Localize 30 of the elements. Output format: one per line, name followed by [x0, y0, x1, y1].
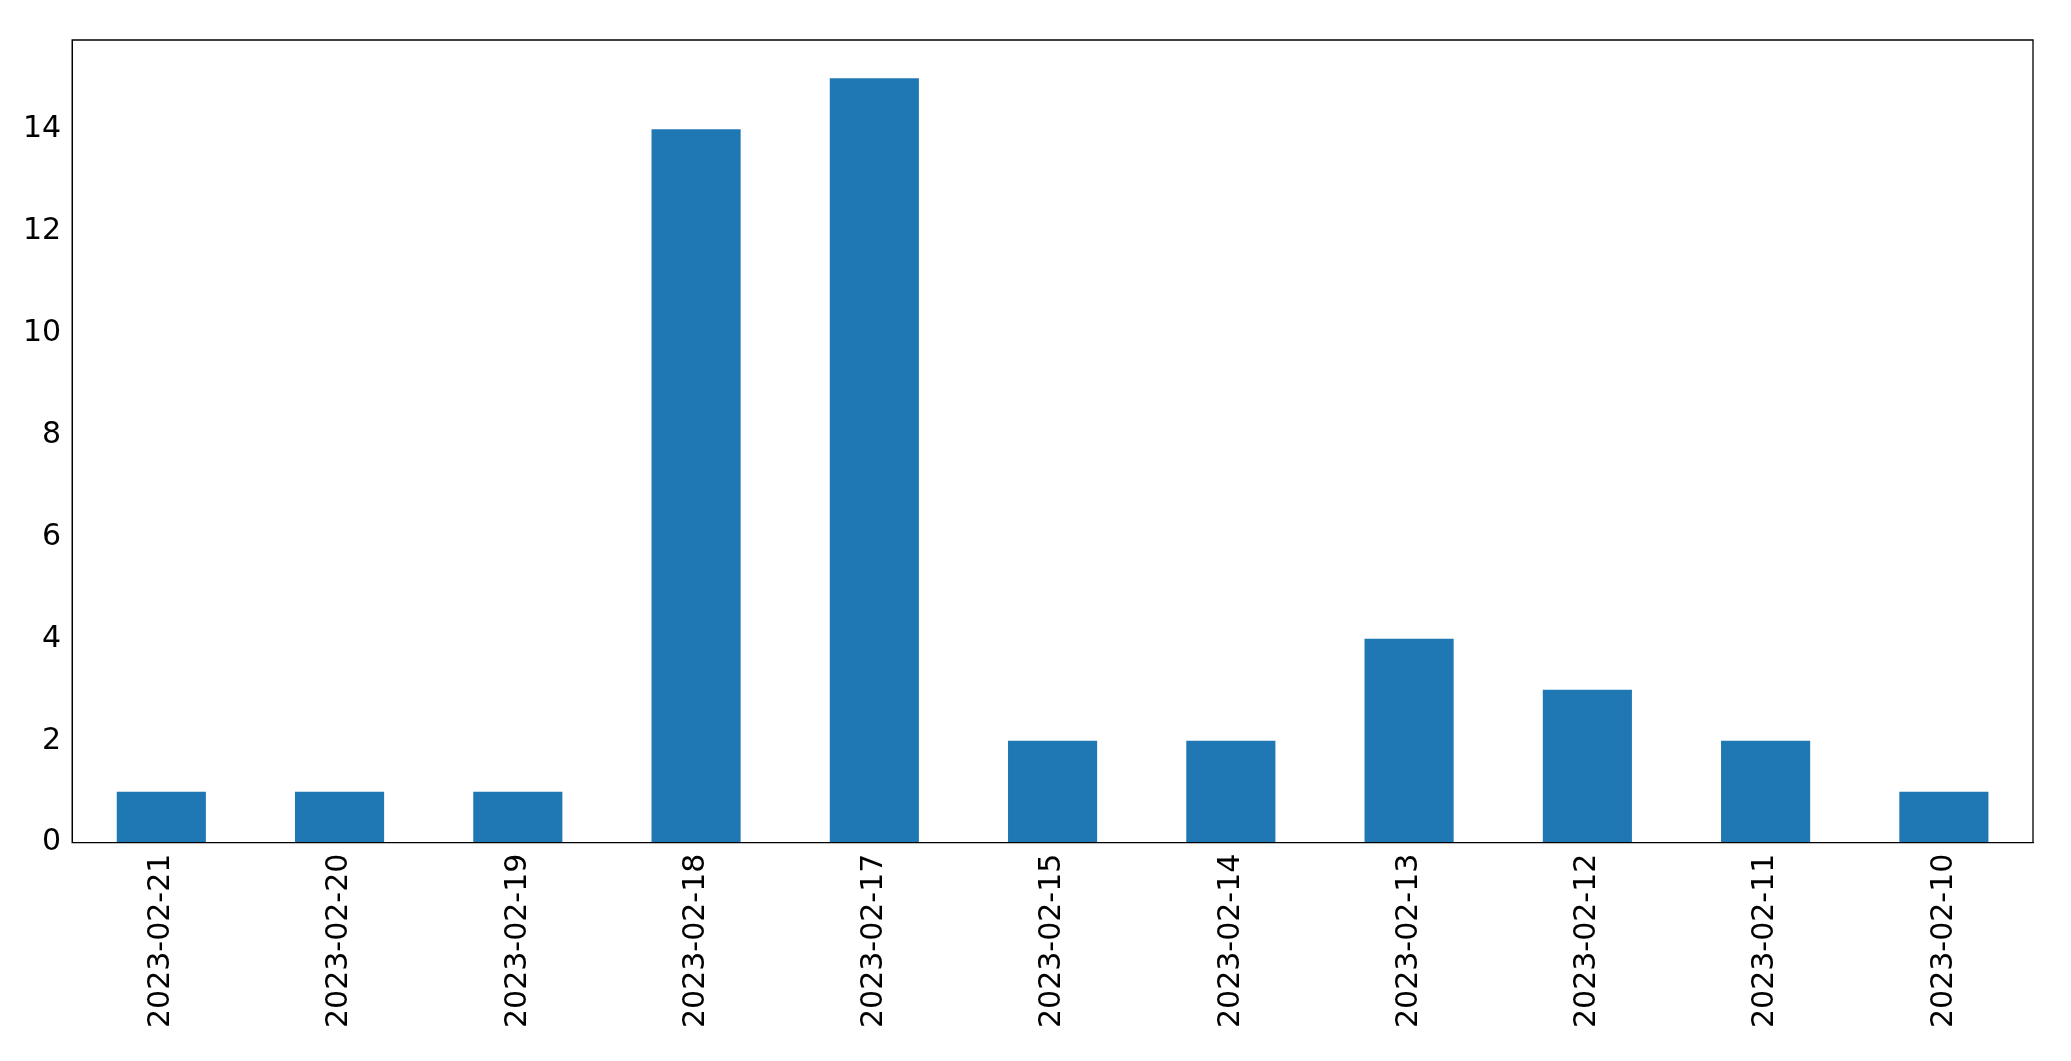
y-tick-label: 6 — [42, 516, 62, 552]
x-tick-label: 2023-02-15 — [1032, 853, 1068, 1029]
bar — [829, 78, 919, 843]
y-tick-label: 8 — [42, 414, 62, 450]
y-tick-label: 10 — [22, 312, 62, 348]
bar — [1542, 689, 1632, 843]
bar — [473, 791, 563, 843]
x-tick-label: 2023-02-14 — [1210, 853, 1246, 1029]
y-tick-label: 0 — [42, 822, 62, 858]
x-tick-label: 2023-02-21 — [141, 853, 177, 1029]
bar — [1721, 740, 1811, 843]
bar — [116, 791, 206, 843]
bar — [1899, 791, 1989, 843]
bar — [651, 129, 741, 843]
x-tick-label: 2023-02-18 — [675, 853, 711, 1029]
y-tick-label: 14 — [22, 108, 62, 144]
x-tick-label: 2023-02-12 — [1567, 853, 1603, 1029]
y-tick-label: 12 — [22, 210, 62, 246]
bar — [1186, 740, 1276, 843]
bar — [1008, 740, 1098, 843]
x-tick-label: 2023-02-20 — [319, 853, 355, 1029]
x-tick-label: 2023-02-11 — [1745, 853, 1781, 1029]
bar — [295, 791, 385, 843]
y-tick-label: 2 — [42, 720, 62, 756]
x-tick-label: 2023-02-19 — [497, 853, 533, 1029]
x-tick-label: 2023-02-10 — [1923, 853, 1959, 1029]
x-tick-label: 2023-02-13 — [1388, 853, 1424, 1029]
y-tick-label: 4 — [42, 618, 62, 654]
x-tick-label: 2023-02-17 — [854, 853, 890, 1029]
bar — [1364, 638, 1454, 843]
